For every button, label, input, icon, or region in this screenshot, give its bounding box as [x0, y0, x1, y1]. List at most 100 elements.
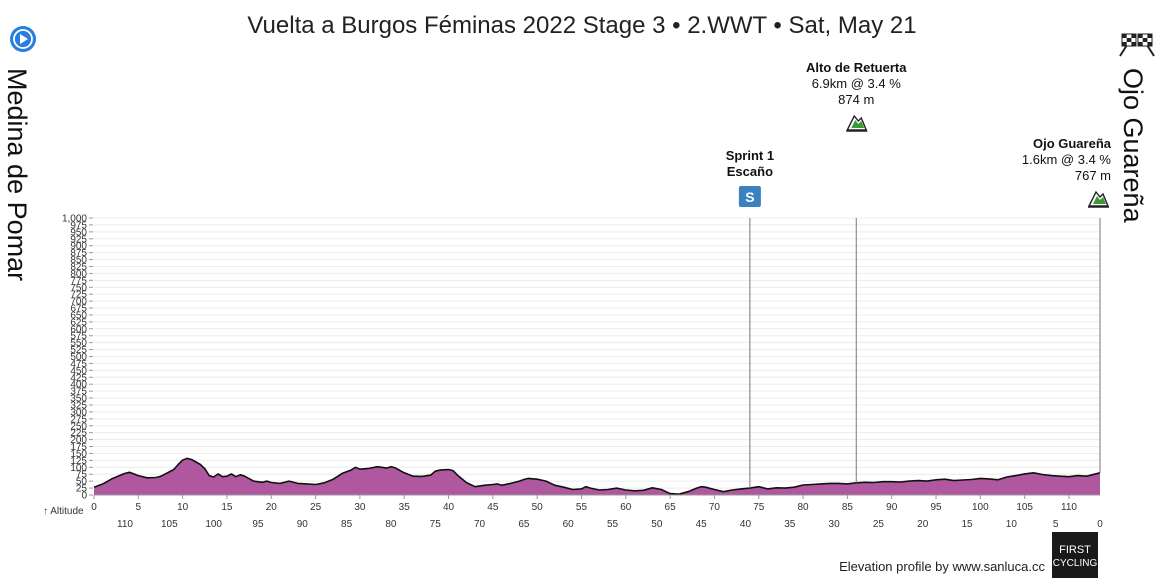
y-tick-label: 550 — [70, 338, 87, 349]
y-tick-label: 325 — [70, 400, 87, 411]
x-tick-label: 35 — [399, 502, 411, 513]
x-remaining-label: 100 — [205, 519, 222, 530]
x-tick-label: 20 — [266, 502, 278, 513]
x-tick-label: 50 — [532, 502, 544, 513]
x-tick-label: 105 — [1016, 502, 1033, 513]
x-remaining-label: 30 — [829, 519, 841, 530]
y-tick-label: 425 — [70, 373, 87, 384]
y-tick-label: 300 — [70, 407, 87, 418]
marker-place: Escaño — [727, 164, 773, 179]
x-tick-label: 5 — [136, 502, 142, 513]
y-tick-label: 1,000 — [62, 214, 87, 225]
x-tick-label: 95 — [930, 502, 942, 513]
marker-detail: 1.6km @ 3.4 % — [1022, 152, 1112, 167]
y-tick-label: 250 — [70, 421, 87, 432]
x-tick-label: 110 — [1061, 502, 1077, 513]
y-tick-label: 150 — [70, 449, 87, 460]
climb-icon — [1087, 190, 1110, 208]
y-tick-label: 25 — [76, 484, 88, 495]
y-tick-label: 800 — [70, 269, 87, 280]
y-tick-label: 900 — [70, 241, 87, 252]
credit-text: Elevation profile by www.sanluca.cc — [839, 559, 1045, 574]
x-tick-label: 65 — [665, 502, 677, 513]
x-remaining-label: 105 — [161, 519, 178, 530]
chart-title: Vuelta a Burgos Féminas 2022 Stage 3 • 2… — [247, 12, 916, 39]
x-remaining-label: 40 — [740, 519, 752, 530]
x-remaining-label: 95 — [252, 519, 264, 530]
x-remaining-label: 55 — [607, 519, 619, 530]
y-tick-label: 525 — [70, 345, 87, 356]
sprint-badge-label: S — [745, 189, 754, 205]
y-tick-label: 950 — [70, 227, 87, 238]
marker-altitude: 874 m — [838, 92, 874, 107]
x-remaining-label: 90 — [297, 519, 309, 530]
y-tick-label: 875 — [70, 248, 87, 259]
x-remaining-label: 75 — [430, 519, 442, 530]
marker-name: Sprint 1 — [726, 148, 774, 163]
y-tick-label: 925 — [70, 234, 87, 245]
y-axis-label: ↑ Altitude — [43, 506, 84, 517]
x-remaining-label: 45 — [696, 519, 708, 530]
x-tick-label: 40 — [443, 502, 455, 513]
x-axis: 0 5 10 15 20 25 30 35 40 45 50 55 60 65 70 75 80 85 90 95 10… — [91, 495, 1103, 530]
marker-altitude: 767 m — [1075, 168, 1111, 183]
y-tick-label: 200 — [70, 435, 87, 446]
y-tick-label: 375 — [70, 387, 87, 398]
logo-line-1: FIRST — [1059, 544, 1091, 556]
chart-grid — [94, 217, 1100, 496]
y-tick-label: 450 — [70, 366, 87, 377]
y-tick-label: 225 — [70, 428, 87, 439]
x-remaining-label: 110 — [117, 519, 133, 530]
y-tick-label: 500 — [70, 352, 87, 363]
x-tick-label: 25 — [310, 502, 322, 513]
y-tick-label: 75 — [76, 470, 88, 481]
x-tick-label: 85 — [842, 502, 854, 513]
elevation-area — [94, 458, 1100, 495]
y-tick-label: 475 — [70, 359, 87, 370]
x-tick-label: 80 — [798, 502, 810, 513]
y-axis: 0255075100125150175200225250275300325350… — [62, 214, 93, 502]
x-remaining-label: 0 — [1097, 519, 1103, 530]
x-remaining-label: 80 — [385, 519, 397, 530]
sprint-badge — [738, 186, 761, 207]
x-remaining-label: 15 — [961, 519, 973, 530]
marker-name: Ojo Guareña — [1033, 136, 1112, 151]
y-tick-label: 775 — [70, 276, 87, 287]
x-remaining-label: 25 — [873, 519, 885, 530]
x-tick-label: 90 — [886, 502, 898, 513]
y-tick-label: 0 — [81, 491, 87, 502]
y-tick-label: 675 — [70, 304, 87, 315]
x-tick-label: 60 — [620, 502, 632, 513]
start-label: Medina de Pomar — [2, 68, 32, 281]
x-remaining-label: 35 — [784, 519, 796, 530]
elevation-line — [93, 457, 1101, 495]
x-remaining-label: 50 — [651, 519, 663, 530]
y-tick-label: 350 — [70, 394, 87, 405]
y-tick-label: 100 — [70, 463, 87, 474]
y-tick-label: 625 — [70, 317, 87, 328]
x-tick-label: 75 — [753, 502, 765, 513]
finish-label: Ojo Guareña — [1118, 68, 1148, 224]
climb-icon — [846, 114, 868, 132]
mountain-fill — [851, 120, 865, 128]
y-tick-label: 850 — [70, 255, 87, 266]
play-icon[interactable] — [10, 26, 36, 52]
y-tick-label: 650 — [70, 310, 87, 321]
y-tick-label: 400 — [70, 380, 87, 391]
x-remaining-label: 65 — [518, 519, 530, 530]
x-remaining-label: 85 — [341, 519, 353, 530]
x-tick-label: 30 — [354, 502, 366, 513]
y-tick-label: 750 — [70, 283, 87, 294]
y-tick-label: 725 — [70, 290, 87, 301]
profile-area — [93, 457, 1101, 496]
y-tick-label: 575 — [70, 331, 87, 342]
x-remaining-label: 5 — [1053, 519, 1059, 530]
y-tick-label: 825 — [70, 262, 87, 273]
first-cycling-logo[interactable]: FIRST CYCLING — [1052, 532, 1098, 578]
y-tick-label: 975 — [70, 220, 87, 231]
x-tick-label: 100 — [972, 502, 989, 513]
y-tick-label: 275 — [70, 414, 87, 425]
y-tick-label: 700 — [70, 297, 87, 308]
